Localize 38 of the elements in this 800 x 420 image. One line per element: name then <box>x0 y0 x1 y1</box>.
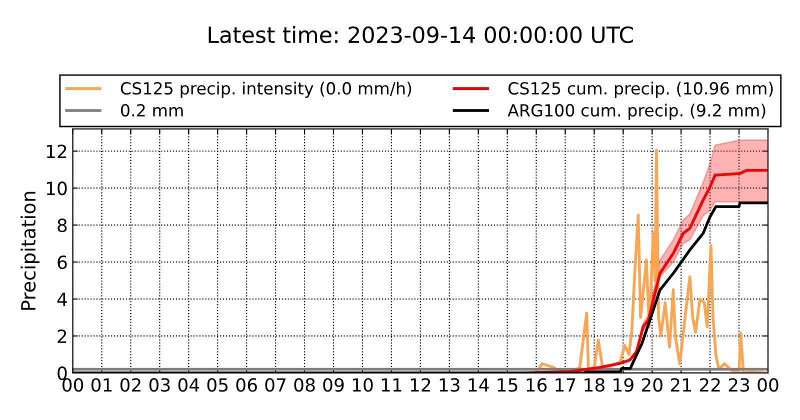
x-tick-label: 08 <box>294 378 315 392</box>
y-tick-label: 4 <box>57 292 67 306</box>
legend-label: CS125 precip. intensity (0.0 mm/h) <box>120 82 412 98</box>
x-tick-label: 15 <box>498 378 518 392</box>
x-tick-label: 04 <box>178 378 200 392</box>
chart-title: Latest time: 2023-09-14 00:00:00 UTC <box>208 26 634 44</box>
x-tick-label: 12 <box>410 378 430 392</box>
x-tick-label: 02 <box>120 378 140 392</box>
legend-label: CS125 cum. precip. (10.96 mm) <box>508 82 773 98</box>
x-tick-label: 20 <box>642 378 662 392</box>
y-axis-title: Precipitation <box>20 192 40 310</box>
x-tick-label: 19 <box>614 378 634 392</box>
legend-label: 0.2 mm <box>121 104 183 117</box>
y-tick-label: 12 <box>46 144 66 158</box>
x-tick-label: 10 <box>352 378 373 392</box>
x-tick-label: 00 <box>758 378 778 392</box>
x-tick-label: 05 <box>207 378 228 392</box>
x-tick-label: 23 <box>728 378 750 392</box>
y-tick-label: 6 <box>58 256 67 270</box>
x-tick-label: 22 <box>700 378 720 392</box>
y-tick-label: 8 <box>58 218 67 232</box>
x-tick-label: 06 <box>236 378 257 392</box>
x-tick-label: 07 <box>265 378 286 392</box>
x-tick-label: 09 <box>323 378 344 392</box>
x-tick-label: 16 <box>526 378 547 392</box>
x-tick-label: 00 <box>62 378 84 392</box>
x-tick-label: 13 <box>440 378 460 392</box>
x-tick-label: 21 <box>670 378 691 392</box>
x-tick-label: 01 <box>91 378 112 392</box>
x-tick-label: 03 <box>149 378 170 392</box>
y-tick-label: 2 <box>58 329 66 343</box>
x-tick-label: 14 <box>468 378 489 392</box>
y-tick-label: 10 <box>46 182 67 196</box>
x-tick-label: 17 <box>556 378 576 392</box>
y-tick-label: 0 <box>58 366 67 380</box>
legend-label: ARG100 cum. precip. (9.2 mm) <box>508 104 766 120</box>
x-tick-label: 18 <box>584 378 604 392</box>
x-tick-label: 11 <box>382 378 402 392</box>
